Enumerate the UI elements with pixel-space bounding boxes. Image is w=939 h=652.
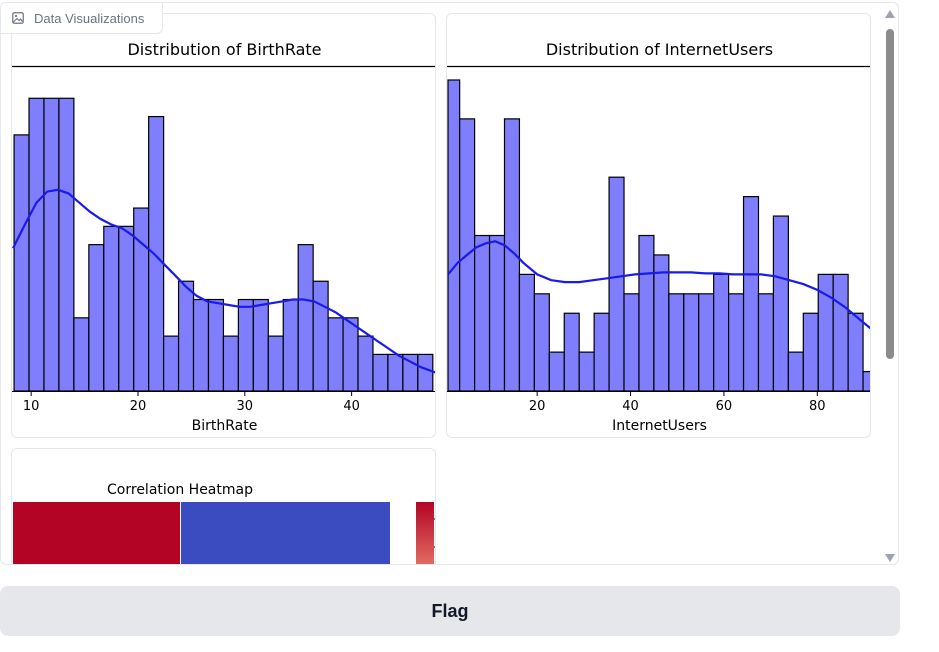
histogram-bar <box>133 207 150 392</box>
histogram-bar <box>787 351 804 392</box>
x-tick-label: 60 <box>716 399 733 414</box>
histogram-bar <box>237 298 254 392</box>
scrollbar-thumb[interactable] <box>886 29 894 359</box>
birthrate-chart-card: Distribution of BirthRate 10 20 30 40 BirthRa… <box>11 13 436 438</box>
panel-label-text: Data Visualizations <box>34 10 145 26</box>
histogram-bar <box>148 115 165 392</box>
kde-curve <box>447 240 870 330</box>
x-tick-label: 30 <box>237 399 254 414</box>
histogram-bar <box>312 280 329 392</box>
heatmap-cell <box>13 502 180 564</box>
histogram-bar <box>447 79 461 392</box>
histogram-bar <box>862 370 870 392</box>
histogram-bar <box>282 298 299 392</box>
histogram-bar <box>103 225 120 392</box>
histogram-bar <box>43 97 60 392</box>
histogram-bar <box>118 225 135 392</box>
x-tick-label: 20 <box>529 399 546 414</box>
x-tick-label: 40 <box>622 399 639 414</box>
x-axis-label: BirthRate <box>192 418 258 434</box>
histogram-bar <box>342 317 359 392</box>
histogram-bar <box>847 312 864 392</box>
histogram-bar <box>668 293 685 392</box>
x-tick-label: 20 <box>130 399 147 414</box>
flag-button[interactable]: Flag <box>0 586 900 636</box>
kde-curve <box>12 188 435 374</box>
x-tick-label: 40 <box>343 399 360 414</box>
internetusers-histogram: Distribution of InternetUsers 20 40 60 80 Int… <box>447 40 870 434</box>
histogram-bar <box>207 298 225 392</box>
histogram-bar <box>772 215 789 392</box>
histogram-bar <box>698 293 715 392</box>
histogram-bar <box>58 97 75 392</box>
heatmap-title: Correlation Heatmap <box>107 482 253 498</box>
histogram-bar <box>578 351 595 392</box>
histogram-bar <box>417 353 434 392</box>
chart-title: Distribution of InternetUsers <box>546 40 773 59</box>
birthrate-histogram: Distribution of BirthRate 10 20 30 40 BirthRa… <box>12 40 435 434</box>
histogram-bar <box>727 293 745 392</box>
histogram-bar <box>372 353 389 392</box>
x-tick-label: 10 <box>23 399 40 414</box>
histogram-bar <box>802 312 819 392</box>
histogram-bar <box>474 234 491 392</box>
histogram-bar <box>563 312 580 392</box>
histogram-bar <box>608 176 625 392</box>
panel-label: Data Visualizations <box>1 3 163 34</box>
histogram-bar <box>488 234 506 392</box>
histogram-bar <box>327 317 344 392</box>
histogram-bar <box>252 298 269 392</box>
histogram-bar <box>163 335 180 392</box>
chart-title: Distribution of BirthRate <box>127 40 321 59</box>
correlation-heatmap: Correlation Heatmap <box>13 482 435 564</box>
heatmap-colorbar <box>416 502 434 564</box>
histogram-bar <box>832 273 849 392</box>
histogram-bar <box>653 254 670 392</box>
histogram-bar <box>192 298 210 392</box>
histogram-bar <box>623 293 640 392</box>
histogram-bar <box>222 335 239 392</box>
scroll-up-arrow-icon[interactable] <box>885 10 895 18</box>
histogram-bar <box>297 244 314 392</box>
histogram-bar <box>387 353 404 392</box>
histogram-bar <box>757 293 775 392</box>
histogram-bar <box>518 273 535 392</box>
histogram-bar <box>713 273 730 392</box>
histogram-bar <box>177 280 195 392</box>
internetusers-chart-card: Distribution of InternetUsers 20 40 60 80 Int… <box>446 13 871 438</box>
x-tick-label: 80 <box>809 399 826 414</box>
histogram-bar <box>28 97 45 392</box>
histogram-bar <box>548 351 565 392</box>
histogram-bar <box>533 293 550 392</box>
histogram-bar <box>357 335 374 392</box>
histogram-bar <box>73 317 90 392</box>
histogram-bar <box>638 234 655 392</box>
histogram-bar <box>593 312 610 392</box>
heatmap-chart-card: Correlation Heatmap <box>11 448 436 564</box>
heatmap-cell <box>181 502 390 564</box>
histogram-bar <box>742 196 760 392</box>
x-axis-label: InternetUsers <box>612 418 707 434</box>
histogram-bar <box>267 335 284 392</box>
vertical-scrollbar[interactable] <box>881 5 898 564</box>
histogram-bar <box>88 244 105 392</box>
histogram-bar <box>13 134 30 392</box>
image-icon <box>12 12 24 24</box>
histogram-bar <box>683 293 700 392</box>
scroll-down-arrow-icon[interactable] <box>885 554 895 562</box>
visualization-panel: Data Visualizations Distribution of Birt… <box>0 2 899 565</box>
